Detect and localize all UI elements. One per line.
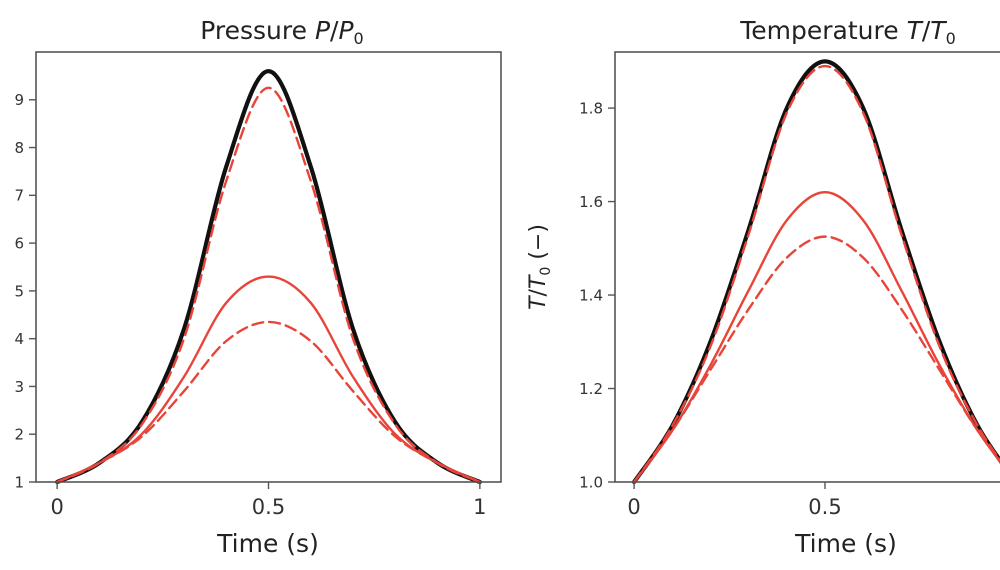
temperature-x-tick-label: 0.5	[808, 495, 841, 519]
temperature-y-tick-label: 1.8	[579, 99, 603, 117]
pressure-x-axis-label: Time (s)	[216, 529, 319, 558]
temperature-x-tick-label: 0	[627, 495, 640, 519]
pressure-series-group	[55, 69, 482, 485]
temperature-chart: Temperature T/T0 T/T0 (−) 00.511.01.21.4…	[526, 16, 1000, 558]
temperature-y-tick-label: 1.6	[579, 193, 603, 211]
pressure-x-tick-label: 0	[50, 495, 63, 519]
temperature-y-tick-label: 1.4	[579, 286, 603, 304]
pressure-chart-title: Pressure P/P0	[200, 16, 363, 48]
pressure-y-tick-label: 5	[14, 282, 24, 300]
temperature-x-axis-label: Time (s)	[794, 529, 897, 558]
pressure-y-tick-label: 4	[14, 330, 24, 348]
temperature-series-line-4	[632, 235, 1000, 484]
temperature-series-line-3	[632, 191, 1000, 484]
temperature-y-axis-label: T/T0 (−)	[526, 224, 554, 310]
pressure-y-tick-label: 1	[14, 473, 24, 491]
pressure-y-tick-label: 7	[14, 187, 24, 205]
pressure-y-tick-label: 3	[14, 378, 24, 396]
pressure-series-line-2	[55, 86, 482, 484]
pressure-plot-frame	[35, 51, 502, 483]
pressure-series-line-4	[55, 320, 482, 484]
temperature-y-tick-label: 1.0	[579, 473, 603, 491]
pressure-series-line-1	[55, 69, 482, 485]
temperature-series-group	[631, 59, 1000, 485]
temperature-chart-title: Temperature T/T0	[739, 16, 956, 48]
pressure-x-tick-label: 0.5	[252, 495, 285, 519]
temperature-y-tick-label: 1.2	[579, 380, 603, 398]
pressure-axis-ticks: 0 0.5 1 1 2 3 4 5 6 7 8 9	[14, 91, 486, 519]
pressure-x-tick-label: 1	[473, 495, 486, 519]
pressure-y-tick-label: 2	[14, 426, 24, 444]
pressure-y-tick-label: 8	[14, 139, 24, 157]
pressure-y-tick-label: 9	[14, 91, 24, 109]
pressure-y-tick-label: 6	[14, 235, 24, 253]
pressure-chart: Pressure P/P0 0 0.5 1 1 2 3 4 5 6 7 8 9 Time (s)	[14, 16, 502, 558]
temperature-plot-frame	[614, 51, 1000, 483]
temperature-series-line-1	[631, 59, 1000, 485]
temperature-series-line-2	[632, 64, 1000, 484]
temperature-axis-ticks: 00.511.01.21.41.61.8	[579, 99, 842, 519]
